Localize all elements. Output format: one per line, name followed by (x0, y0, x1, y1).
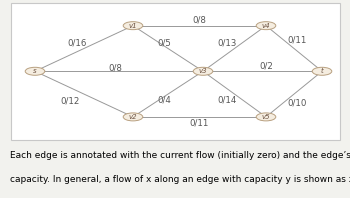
Circle shape (123, 22, 143, 30)
Text: capacity. In general, a flow of ​x along an edge with capacity y is shown as x/y: capacity. In general, a flow of ​x along… (10, 175, 350, 184)
Text: 0/4: 0/4 (158, 95, 172, 104)
Text: Each edge is annotated with the current flow (initially zero) and the edge’s: Each edge is annotated with the current … (10, 151, 350, 160)
Circle shape (25, 67, 45, 75)
Text: 0/16: 0/16 (67, 38, 87, 47)
Text: v1: v1 (129, 23, 137, 29)
Circle shape (123, 113, 143, 121)
Text: 0/14: 0/14 (218, 95, 237, 104)
Text: 0/11: 0/11 (190, 118, 209, 127)
Text: 0/5: 0/5 (158, 38, 172, 47)
Text: 0/11: 0/11 (288, 35, 307, 44)
Text: 0/8: 0/8 (108, 64, 122, 73)
Text: 0/13: 0/13 (218, 38, 237, 47)
Circle shape (312, 67, 332, 75)
Text: v2: v2 (129, 114, 137, 120)
Text: v5: v5 (262, 114, 270, 120)
FancyBboxPatch shape (10, 3, 340, 140)
Circle shape (256, 22, 276, 30)
Text: s: s (33, 68, 37, 74)
Text: 0/8: 0/8 (193, 15, 206, 25)
Text: v3: v3 (199, 68, 207, 74)
Circle shape (193, 67, 213, 75)
Text: 0/2: 0/2 (259, 61, 273, 70)
Circle shape (256, 113, 276, 121)
Text: 0/10: 0/10 (288, 98, 307, 107)
Text: v4: v4 (262, 23, 270, 29)
Text: 0/12: 0/12 (60, 97, 80, 106)
Text: t: t (321, 68, 323, 74)
